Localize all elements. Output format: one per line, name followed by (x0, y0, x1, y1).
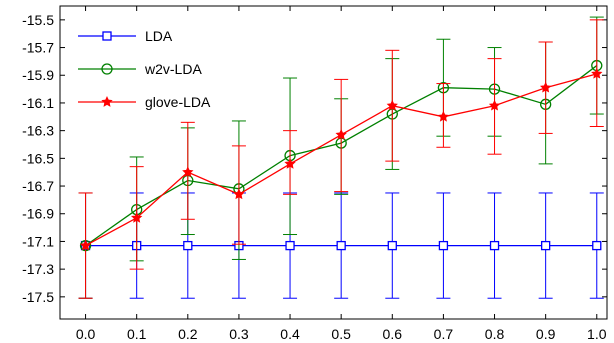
data-point (183, 240, 193, 251)
x-tick-label: 0.3 (229, 326, 249, 342)
legend-marker (101, 63, 113, 75)
y-tick-label: -17.1 (22, 233, 54, 249)
x-tick-label: 0.2 (178, 326, 198, 342)
plot-frame (59, 5, 608, 320)
x-axis: 0.0 0.1 0.2 0.3 0.4 0.5 0.6 0.7 0.8 0.9 1.0 (76, 6, 607, 342)
data-point (285, 240, 295, 251)
y-tick-label: -16.3 (22, 123, 54, 139)
data-point (386, 99, 398, 111)
data-point (233, 188, 245, 200)
legend-entry: LDA (78, 28, 173, 44)
data-point (335, 128, 347, 140)
x-tick-label: 0.6 (383, 326, 403, 342)
data-point (131, 211, 143, 223)
data-point (541, 240, 551, 251)
y-tick-label: -15.9 (22, 67, 54, 83)
data-point (591, 67, 603, 79)
data-point (387, 240, 397, 251)
legend-entry: glove-LDA (78, 94, 211, 110)
x-tick-label: 0.0 (76, 326, 96, 342)
data-point (489, 240, 500, 251)
y-tick-label: -16.7 (22, 178, 54, 194)
x-tick-label: 0.4 (280, 326, 300, 342)
x-tick-label: 0.1 (127, 326, 147, 342)
legend-marker (102, 31, 112, 41)
data-point (592, 240, 602, 251)
y-tick-label: -16.9 (22, 206, 54, 222)
y-tick-label: -16.5 (22, 150, 54, 166)
x-tick-label: 0.8 (485, 326, 505, 342)
y-tick-label: -15.5 (22, 12, 54, 28)
y-tick-label: -15.7 (22, 40, 54, 56)
data-point (284, 157, 296, 169)
x-tick-label: 0.7 (434, 326, 454, 342)
data-point (539, 81, 552, 93)
data-point (182, 166, 194, 178)
series-layer (78, 16, 604, 299)
legend-marker (101, 96, 113, 107)
y-axis: -15.5 -15.7 -15.9 -16.1 -16.3 -16.5 -16.7 -16.9… (22, 12, 607, 305)
data-point (336, 240, 346, 251)
data-point (437, 110, 450, 122)
series-glove-lda (78, 19, 604, 299)
legend-label: glove-LDA (145, 94, 211, 110)
legend-label: w2v-LDA (144, 61, 202, 77)
x-tick-label: 0.9 (536, 326, 556, 342)
x-tick-label: 1.0 (587, 326, 607, 342)
legend-label: LDA (145, 28, 173, 44)
y-tick-label: -16.1 (22, 95, 54, 111)
legend-entry: w2v-LDA (78, 61, 202, 77)
x-tick-label: 0.5 (331, 326, 351, 342)
data-point (488, 99, 501, 111)
legend: LDA w2v-LDA glove-LDA (78, 28, 211, 110)
data-point (79, 239, 92, 251)
data-point (438, 240, 449, 251)
y-tick-label: -17.3 (22, 261, 54, 277)
y-tick-label: -17.5 (22, 289, 54, 305)
